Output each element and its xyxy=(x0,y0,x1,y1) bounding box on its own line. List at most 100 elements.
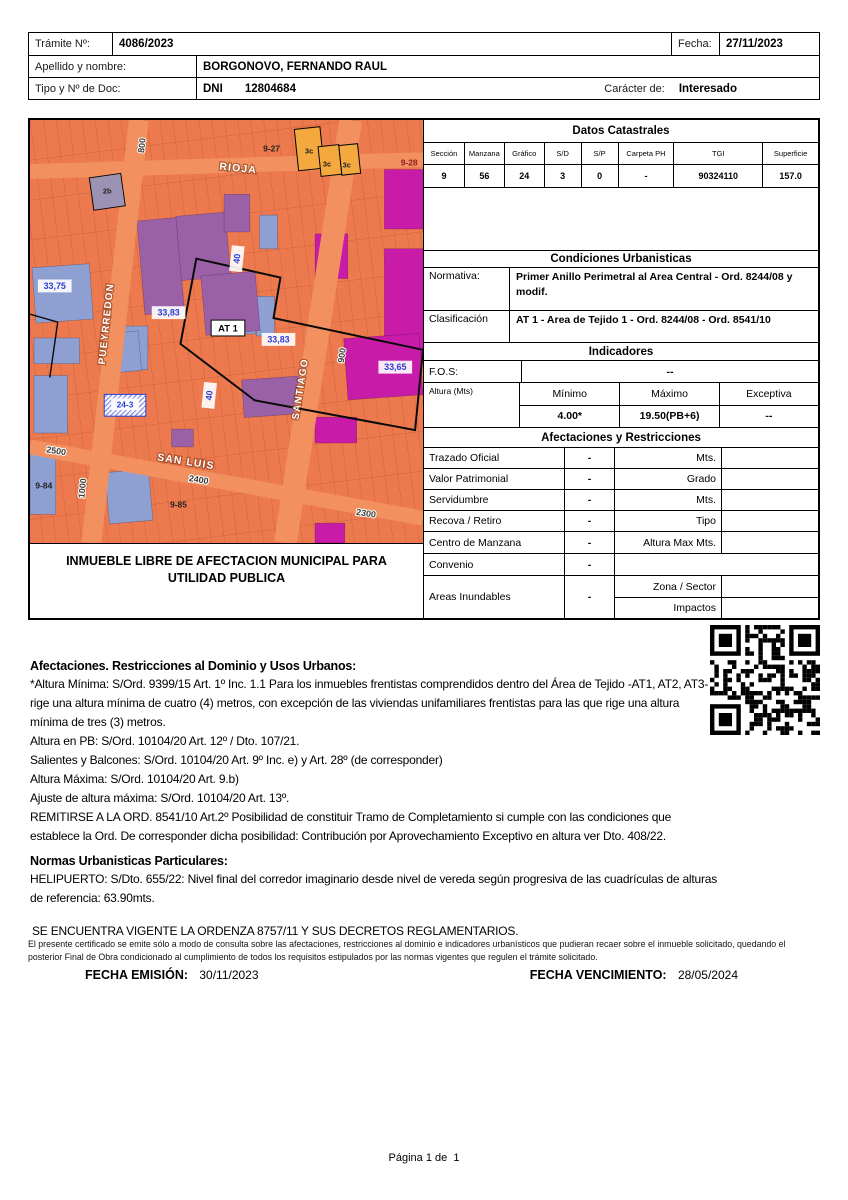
qr-code xyxy=(710,625,820,735)
street-number-900: 900 xyxy=(336,347,348,363)
note-altura-minima: *Altura Mínima: S/Ord. 9399/15 Art. 1º I… xyxy=(30,677,709,729)
street-numbers: 800 900 1000 2500 2400 2300 xyxy=(45,136,378,520)
row-label: Centro de Manzana xyxy=(429,536,522,549)
header-row-tramite: Trámite Nº: 4086/2023 Fecha: 27/11/2023 xyxy=(29,33,819,55)
fecha-emision-label: FECHA EMISIÓN: xyxy=(85,968,189,982)
row-dash: - xyxy=(564,576,614,618)
street-number-800: 800 xyxy=(136,137,147,153)
tramite-label: Trámite Nº: xyxy=(35,38,90,50)
map-caption: INMUEBLE LIBRE DE AFECTACION MUNICIPAL P… xyxy=(30,543,423,618)
apellido-label: Apellido y nombre: xyxy=(35,60,127,73)
main-box: AT 1 33,75 33,83 33,83 33,65 xyxy=(28,118,820,620)
map-panel: AT 1 33,75 33,83 33,83 33,65 xyxy=(30,120,423,618)
row-unit: Mts. xyxy=(614,490,721,510)
row-label: Trazado Oficial xyxy=(429,452,500,464)
altura-min-label: Mínimo xyxy=(552,387,587,400)
street-number-2400: 2400 xyxy=(188,473,209,486)
clasificacion-label: Clasificación xyxy=(429,313,488,325)
at1-label: AT 1 xyxy=(218,323,238,334)
row-dash: - xyxy=(564,554,614,575)
clasificacion-row: Clasificación AT 1 - Area de Tejido 1 - … xyxy=(424,310,818,342)
fos-label: F.O.S: xyxy=(429,365,459,378)
note-helipuerto: HELIPUERTO: S/Dto. 655/22: Nivel final d… xyxy=(30,872,718,905)
row-dash: - xyxy=(564,511,614,531)
parcel-2b: 2b xyxy=(103,186,112,195)
col-seccion: Sección xyxy=(430,149,458,158)
val-seccion: 9 xyxy=(441,171,447,181)
page-footer: Página 1 de 1 xyxy=(388,1152,460,1164)
row-value xyxy=(721,448,818,468)
doc-label: Tipo y Nº de Doc: xyxy=(35,82,121,95)
map-caption-text: INMUEBLE LIBRE DE AFECTACION MUNICIPAL P… xyxy=(66,554,387,585)
col-sd: S/D xyxy=(543,143,581,164)
altura-max-value: 19.50(PB+6) xyxy=(619,405,718,427)
val-superficie: 157.0 xyxy=(762,165,818,187)
street-number-2300: 2300 xyxy=(355,507,376,520)
row-value xyxy=(721,469,818,489)
block-9-27: 9-27 xyxy=(263,144,280,154)
street-number-2500: 2500 xyxy=(46,444,67,457)
normativa-value: Primer Anillo Perimetral al Area Central… xyxy=(509,268,818,310)
cadastral-map: AT 1 33,75 33,83 33,83 33,65 xyxy=(30,120,423,543)
altura-label: Altura (Mts) xyxy=(429,386,473,396)
fecha-vencimiento-value: 28/05/2024 xyxy=(677,968,738,982)
row-unit: Altura Max Mts. xyxy=(614,532,721,553)
note-remitirse: REMITIRSE A LA ORD. 8541/10 Art.2º Posib… xyxy=(30,810,672,843)
header-row-doc: Tipo y Nº de Doc: DNI 12804684 Carácter … xyxy=(29,77,819,99)
block-9-85: 9-85 xyxy=(170,499,187,509)
table-row-trazado: Trazado Oficial - Mts. xyxy=(424,447,818,468)
fecha-emision-value: 30/11/2023 xyxy=(199,968,259,982)
yellow-parcels xyxy=(293,126,362,177)
notes-section: Afectaciones. Restricciones al Dominio y… xyxy=(30,657,718,941)
note-altura-maxima: Altura Máxima: S/Ord. 10104/20 Art. 9.b) xyxy=(30,772,239,786)
altura-row: Altura (Mts) Mínimo Máximo Exceptiva 4.0… xyxy=(424,382,818,427)
col-superficie: Superficie xyxy=(762,143,818,164)
altura-header-row: Mínimo Máximo Exceptiva xyxy=(520,383,818,405)
street-number-1000: 1000 xyxy=(76,478,88,499)
measure-labels: 33,75 33,83 33,83 33,65 40 4 xyxy=(37,245,413,411)
val-sd: 3 xyxy=(543,165,581,187)
gray-parcel-2b xyxy=(88,172,126,211)
row-label: Convenio xyxy=(429,558,474,571)
table-row-recova: Recova / Retiro - Tipo xyxy=(424,510,818,531)
condiciones-title: Condiciones Urbanisticas xyxy=(424,250,818,267)
row-unit: Mts. xyxy=(614,448,721,468)
fecha-vencimiento: FECHA VENCIMIENTO: 28/05/2024 xyxy=(530,968,738,982)
altura-exceptiva-value: -- xyxy=(718,405,818,427)
row-unit: Tipo xyxy=(614,511,721,531)
table-row-patrimonial: Valor Patrimonial - Grado xyxy=(424,468,818,489)
impactos-label: Impactos xyxy=(614,597,721,618)
impactos-value xyxy=(721,597,818,618)
block-9-28: 9-28 xyxy=(401,158,418,168)
note-altura-pb: Altura en PB: S/Ord. 10104/20 Art. 12º /… xyxy=(30,734,300,748)
col-carpeta-ph: Carpeta PH xyxy=(617,143,674,164)
row-label: Servidumbre xyxy=(429,494,489,506)
row-label: Recova / Retiro xyxy=(429,515,502,527)
parcel-label-24-3: 24-3 xyxy=(117,399,134,409)
disclaimer-text: El presente certificado se emite sólo a … xyxy=(28,939,786,962)
altura-max-label: Máximo xyxy=(619,383,718,405)
val-sp: 0 xyxy=(580,165,618,187)
note-vigente: SE ENCUENTRA VIGENTE LA ORDENZA 8757/11 … xyxy=(32,924,519,938)
notes-heading-normas: Normas Urbanisticas Particulares: xyxy=(30,854,228,868)
table-row-convenio: Convenio - xyxy=(424,553,818,575)
purple-parcels xyxy=(136,194,314,448)
fos-row: F.O.S: -- xyxy=(424,360,818,382)
doc-type: DNI xyxy=(203,82,223,95)
doc-number: 12804684 xyxy=(244,82,296,95)
catastrales-title: Datos Catastrales xyxy=(572,125,670,137)
note-ajuste: Ajuste de altura máxima: S/Ord. 10104/20… xyxy=(30,791,290,805)
row-label: Areas Inundables xyxy=(429,591,511,603)
property-boundary xyxy=(179,257,423,432)
row-value xyxy=(614,554,818,575)
row-dash: - xyxy=(564,532,614,553)
row-unit: Grado xyxy=(614,469,721,489)
caracter-label: Carácter de: xyxy=(604,82,665,95)
parcel-3c-1: 3c xyxy=(305,147,313,156)
row-dash: - xyxy=(564,490,614,510)
measure-33-75: 33,75 xyxy=(44,281,66,291)
fecha-value: 27/11/2023 xyxy=(719,33,819,55)
measure-40-b: 40 xyxy=(204,390,215,401)
zona-sector-value xyxy=(721,576,818,597)
normativa-label: Normativa: xyxy=(429,270,480,282)
